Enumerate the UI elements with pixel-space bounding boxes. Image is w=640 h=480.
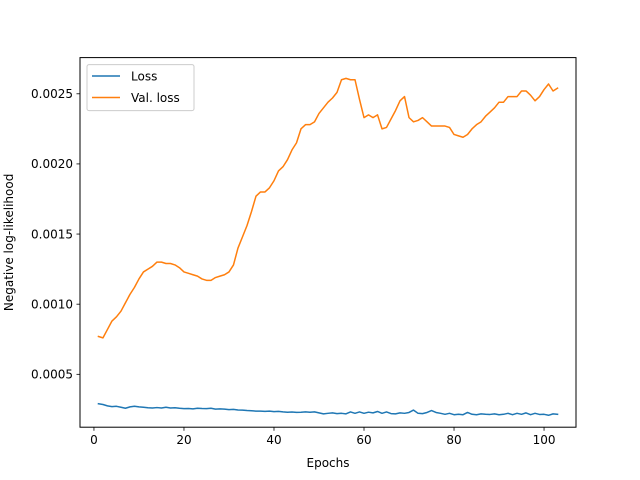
x-tick-label: 80: [446, 433, 461, 447]
x-axis-label: Epochs: [307, 456, 350, 470]
y-axis-ticks: 0.0005 0.0010 0.0015 0.0020 0.0025: [31, 87, 80, 382]
x-tick-label: 40: [266, 433, 281, 447]
legend: Loss Val. loss: [86, 64, 195, 112]
x-axis-ticks: 0 20 40 60 80 100: [90, 427, 555, 447]
y-tick-label: 0.0015: [31, 227, 73, 241]
x-tick-label: 60: [356, 433, 371, 447]
y-axis-label: Negative log-likelihood: [2, 174, 16, 311]
y-tick-label: 0.0005: [31, 368, 73, 382]
series-layer: [97, 77, 559, 417]
y-tick-label: 0.0025: [31, 87, 73, 101]
y-tick-label: 0.0020: [31, 157, 73, 171]
axes-layer: 0 20 40 60 80 100 0.00050.00100.00150.00200.0…: [2, 57, 577, 470]
series-line-val-loss: [97, 77, 559, 339]
x-tick-label: 20: [176, 433, 191, 447]
series-line-loss: [97, 402, 559, 417]
plot-frame: [79, 57, 577, 428]
legend-label-val-loss: Val. loss: [131, 91, 180, 105]
x-tick-label: 0: [90, 433, 98, 447]
y-tick-label: 0.0010: [31, 297, 73, 311]
x-tick-label: 100: [533, 433, 556, 447]
legend-label-loss: Loss: [131, 70, 157, 84]
